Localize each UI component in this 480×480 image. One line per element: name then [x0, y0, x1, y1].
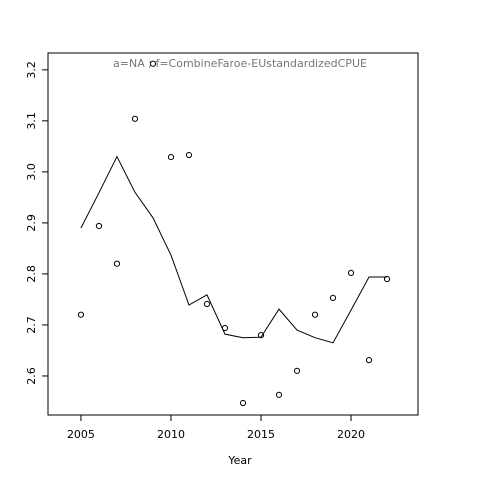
data-point: [113, 260, 121, 267]
data-point: [347, 269, 355, 277]
data-point: [257, 332, 265, 339]
data-point: [95, 222, 103, 230]
x-tick-label: 2015: [247, 428, 275, 441]
y-tick-label: 2.7: [25, 316, 38, 334]
y-tick-label: 3.1: [25, 112, 38, 130]
plot-frame: [47, 52, 419, 416]
y-tick-label: 2.6: [25, 367, 38, 385]
data-point: [167, 153, 175, 161]
y-tick-label: 2.9: [25, 214, 38, 232]
y-tick-label: 3.2: [25, 61, 38, 79]
data-point: [365, 357, 373, 364]
x-tick-label: 2005: [67, 428, 95, 441]
data-point: [293, 367, 301, 374]
data-point: [239, 399, 247, 407]
chart-title: a=NA ; f=CombineFaroe-EUstandardizedCPUE: [113, 57, 367, 70]
data-point: [131, 115, 139, 122]
data-point: [311, 311, 319, 318]
x-axis-label: Year: [227, 454, 252, 467]
x-tick-label: 2010: [157, 428, 185, 441]
y-tick-label: 3.0: [25, 163, 38, 181]
data-point: [185, 151, 193, 159]
data-point: [77, 311, 85, 318]
data-point: [203, 300, 211, 308]
y-tick-label: 2.8: [25, 265, 38, 283]
data-point: [275, 391, 283, 398]
data-point: [149, 60, 157, 67]
x-tick-label: 2020: [337, 428, 365, 441]
data-point: [329, 294, 337, 302]
data-line: [80, 155, 388, 344]
data-point: [383, 275, 391, 283]
